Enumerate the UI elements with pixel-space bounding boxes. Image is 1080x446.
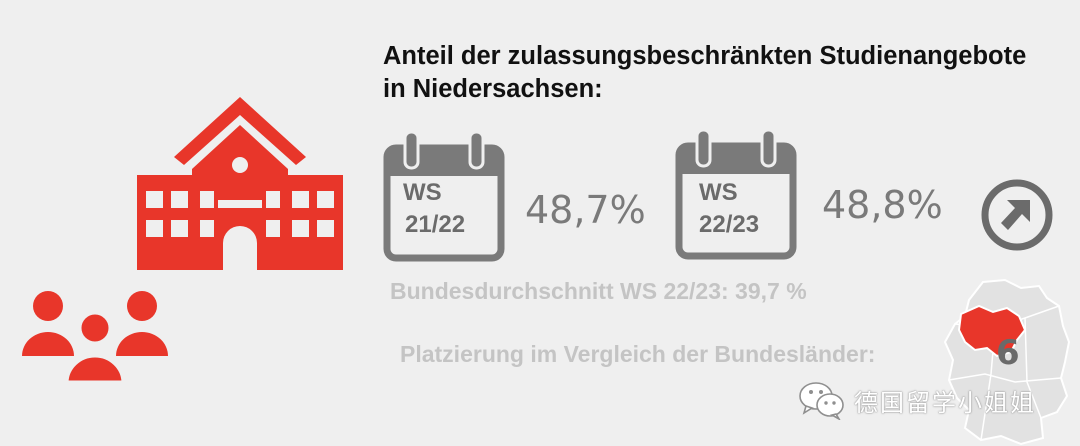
semester-1-value: 48,7% (525, 188, 646, 232)
school-building-icon (137, 97, 343, 270)
wechat-icon (799, 382, 844, 420)
semester-2-value: 48,8% (822, 183, 943, 227)
ranking-label: Platzierung im Vergleich der Bundeslände… (400, 341, 876, 367)
calendar-icon: WS 21/22 (383, 130, 505, 262)
people-group-icon (22, 291, 168, 383)
arrow-up-right-circle-icon[interactable] (980, 178, 1054, 252)
germany-map-icon (943, 278, 1071, 446)
calendar-2-line2: 22/23 (699, 211, 759, 238)
watermark-text: 德国留学小姐姐 (854, 388, 1036, 417)
page-title: Anteil der zulassungsbeschränkten Studie… (383, 42, 1027, 103)
calendar-2-line1: WS (699, 179, 738, 206)
watermark: 德国留学小姐姐 (798, 380, 1036, 420)
national-average-text: Bundesdurchschnitt WS 22/23: 39,7 % (390, 278, 807, 304)
calendar-icon: WS 22/23 (675, 128, 797, 260)
ranking-value: 6 (996, 333, 1020, 373)
calendar-1-line1: WS (403, 179, 442, 206)
calendar-1-line2: 21/22 (405, 211, 465, 238)
